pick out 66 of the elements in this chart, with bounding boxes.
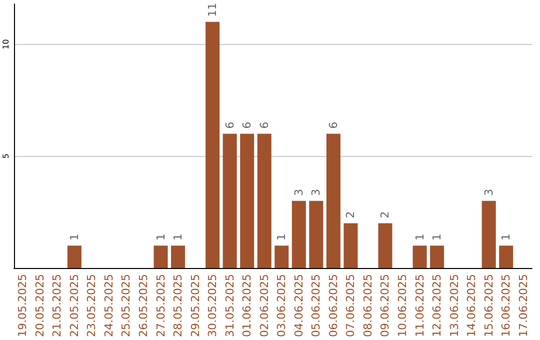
data-label: 1 <box>413 234 426 241</box>
x-tick-label: 21.05.2025 <box>50 274 64 337</box>
x-tick-label: 02.06.2025 <box>258 274 271 337</box>
bar <box>292 200 306 268</box>
data-label: 1 <box>275 234 288 241</box>
x-tick-label: 24.05.2025 <box>102 274 116 337</box>
x-tick-label: 08.06.2025 <box>361 274 374 337</box>
x-tick-label: 20.05.2025 <box>33 274 46 337</box>
bar <box>430 246 444 268</box>
data-label: 6 <box>240 122 254 129</box>
bar <box>412 246 427 268</box>
bar <box>499 246 514 268</box>
bar <box>67 246 82 268</box>
x-tick-label: 16.06.2025 <box>500 274 513 337</box>
x-tick-label: 12.06.2025 <box>430 274 444 337</box>
bar <box>222 134 237 268</box>
x-tick-label: 27.05.2025 <box>154 274 168 337</box>
x-tick-label: 11.06.2025 <box>413 274 426 337</box>
x-tick-label: 09.06.2025 <box>378 274 392 337</box>
x-tick-label: 10.06.2025 <box>396 274 409 337</box>
bar <box>154 246 168 268</box>
x-tick-label: 14.06.2025 <box>465 274 478 337</box>
bar <box>274 246 289 268</box>
x-tick-label: 03.06.2025 <box>275 274 288 337</box>
x-tick-label: 19.05.2025 <box>16 274 30 337</box>
bar <box>171 246 186 268</box>
data-label: 6 <box>326 122 340 129</box>
bar <box>240 134 254 268</box>
x-tick-label: 28.05.2025 <box>172 274 185 337</box>
data-label: 1 <box>172 234 185 241</box>
x-tick-label: 06.06.2025 <box>326 274 340 337</box>
x-tick-label: 23.05.2025 <box>85 274 98 337</box>
data-label: 2 <box>378 211 392 218</box>
data-label: 1 <box>154 234 168 241</box>
y-tick-label: 10 <box>2 39 10 50</box>
x-tick-label: 26.05.2025 <box>137 274 150 337</box>
bar <box>344 223 358 268</box>
data-label: 1 <box>430 234 444 241</box>
bar <box>378 223 392 268</box>
x-tick-label: 29.05.2025 <box>188 274 202 337</box>
data-label: 1 <box>500 234 513 241</box>
bar <box>482 200 496 268</box>
x-tick-label: 31.05.2025 <box>223 274 236 337</box>
data-label: 11 <box>206 2 220 17</box>
bar <box>326 134 340 268</box>
x-tick-label: 01.06.2025 <box>240 274 254 337</box>
bar <box>206 22 220 268</box>
bar <box>309 200 324 268</box>
data-label: 2 <box>344 211 358 218</box>
x-tick-label: 17.06.2025 <box>516 274 530 337</box>
data-label: 3 <box>292 188 306 196</box>
data-label: 6 <box>223 122 236 129</box>
data-label: 3 <box>310 188 323 196</box>
data-label: 3 <box>482 188 496 196</box>
x-tick-label: 04.06.2025 <box>292 274 306 337</box>
x-tick-label: 15.06.2025 <box>482 274 496 337</box>
x-tick-label: 22.05.2025 <box>68 274 81 337</box>
x-tick-label: 07.06.2025 <box>344 274 358 337</box>
x-tick-label: 25.05.2025 <box>120 274 133 337</box>
y-tick-label: 5 <box>2 154 10 159</box>
x-tick-label: 30.05.2025 <box>206 274 220 337</box>
x-tick-label: 05.06.2025 <box>310 274 323 337</box>
x-tick-label: 13.06.2025 <box>448 274 461 337</box>
bar <box>257 134 272 268</box>
data-label: 1 <box>68 234 81 241</box>
data-label: 6 <box>258 122 271 129</box>
